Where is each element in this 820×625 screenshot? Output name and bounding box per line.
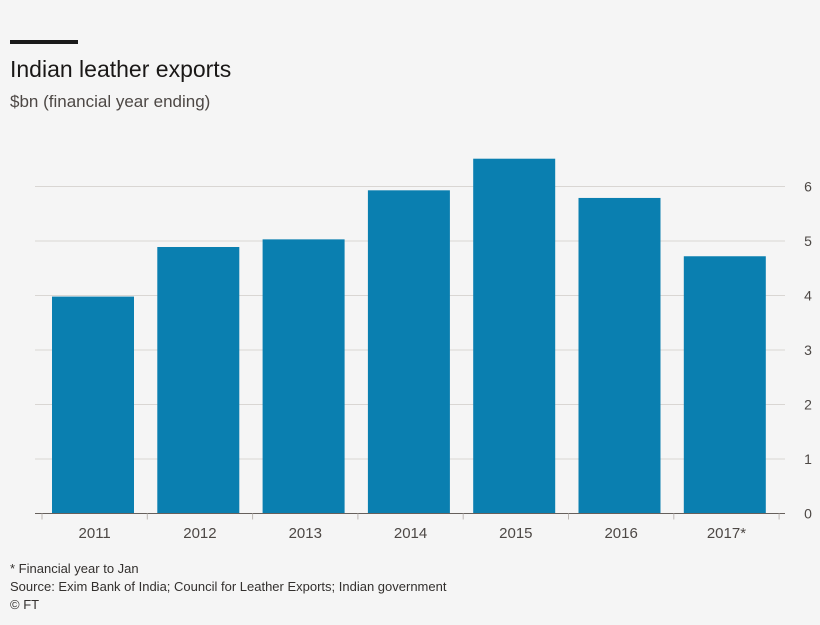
x-tick-label: 2015 — [499, 525, 532, 542]
bar — [52, 296, 134, 514]
bar — [578, 197, 661, 514]
chart-title: Indian leather exports — [10, 56, 232, 82]
y-tick-label: 0 — [804, 506, 812, 522]
y-tick-label: 5 — [804, 233, 812, 249]
y-tick-label: 6 — [804, 179, 812, 195]
footnote-source: Source: Exim Bank of India; Council for … — [10, 579, 447, 594]
footnote-credit: © FT — [10, 597, 40, 612]
x-tick-label: 2013 — [289, 525, 322, 542]
y-tick-label: 3 — [804, 342, 812, 358]
bar-chart: 0 1 2 3 4 5 6 2011 2012 2013 2014 2015 2016 2017* — [35, 158, 812, 542]
x-tick-label: 2012 — [183, 525, 216, 542]
chart-subtitle: $bn (financial year ending) — [10, 92, 211, 111]
bar — [367, 190, 450, 514]
bar — [473, 158, 556, 514]
x-tick-label: 2017* — [707, 525, 746, 542]
y-tick-label: 4 — [804, 288, 812, 304]
bar — [683, 256, 766, 514]
title-rule — [10, 40, 78, 44]
bar — [262, 239, 345, 514]
footnote-note: * Financial year to Jan — [10, 561, 139, 576]
x-tick-label: 2014 — [394, 525, 427, 542]
bar — [157, 246, 240, 514]
y-tick-label: 2 — [804, 397, 812, 413]
x-tick-label: 2016 — [604, 525, 637, 542]
y-tick-label: 1 — [804, 451, 812, 467]
x-tick-label: 2011 — [79, 525, 111, 542]
